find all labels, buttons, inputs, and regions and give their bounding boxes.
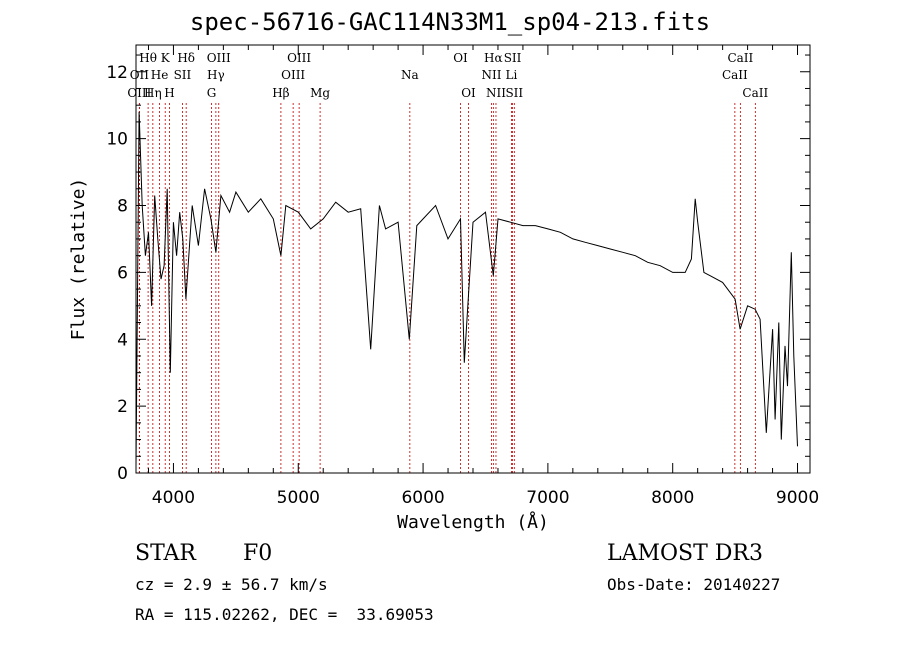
- marker-label: OI: [453, 51, 468, 65]
- marker-label: SII: [505, 86, 523, 100]
- marker-label: Hη: [144, 86, 162, 100]
- y-tick-label: 10: [106, 130, 128, 150]
- marker-label: Li: [506, 68, 518, 82]
- marker-label: Hθ: [139, 51, 157, 65]
- x-tick-label: 5000: [277, 488, 320, 508]
- x-tick-label: 8000: [651, 488, 694, 508]
- marker-label: CaII: [727, 51, 753, 65]
- marker-label: SII: [504, 51, 522, 65]
- y-axis: 0 2 4 6 8 10 12: [106, 54, 810, 484]
- marker-label: OI: [461, 86, 476, 100]
- marker-label: CaII: [722, 68, 748, 82]
- y-tick-label: 0: [117, 464, 128, 484]
- x-tick-label: 9000: [776, 488, 819, 508]
- x-axis-label: Wavelength (Å): [397, 511, 549, 533]
- y-tick-label: 8: [117, 197, 128, 217]
- object-class: STAR: [135, 541, 196, 566]
- x-tick-label: 4000: [152, 488, 195, 508]
- marker-label: G: [207, 86, 217, 100]
- marker-label: K: [161, 51, 171, 65]
- y-tick-label: 12: [106, 63, 128, 83]
- marker-label: OIII: [127, 86, 151, 100]
- marker-label: Hγ: [207, 68, 225, 82]
- x-tick-label: 6000: [401, 488, 444, 508]
- plot-frame: [135, 44, 811, 474]
- y-tick-label: 2: [117, 397, 128, 417]
- x-axis: 4000 5000 6000 7000 8000 9000: [147, 45, 819, 508]
- marker-label: SII: [174, 68, 192, 82]
- y-tick-label: 4: [117, 330, 128, 350]
- spectrum-line: [135, 111, 798, 467]
- marker-label: He: [151, 68, 169, 82]
- coordinates: RA = 115.02262, DEC = 33.69053: [135, 605, 434, 624]
- marker-label: Na: [401, 68, 419, 82]
- marker-label: H: [164, 86, 174, 100]
- marker-label: OIII: [207, 51, 231, 65]
- subclass: F0: [243, 541, 273, 566]
- marker-label: Hα: [484, 51, 503, 65]
- chart-title: spec-56716-GAC114N33M1_sp04-213.fits: [189, 8, 711, 36]
- marker-label: NII: [486, 86, 506, 100]
- obs-date: Obs-Date: 20140227: [607, 575, 781, 594]
- marker-label: Hδ: [177, 51, 195, 65]
- survey-label: LAMOST DR3: [607, 541, 763, 566]
- y-tick-label: 6: [117, 263, 128, 283]
- marker-label: OIII: [281, 68, 305, 82]
- marker-label: CaII: [742, 86, 768, 100]
- marker-label: NII: [481, 68, 501, 82]
- marker-label: OIII: [287, 51, 311, 65]
- marker-label: OII: [130, 68, 150, 82]
- y-axis-label: Flux (relative): [68, 178, 89, 341]
- redshift-text: cz = 2.9 ± 56.7 km/s: [135, 575, 328, 594]
- x-tick-label: 7000: [526, 488, 569, 508]
- marker-label: Mg: [310, 86, 330, 100]
- marker-label: Hβ: [272, 86, 289, 100]
